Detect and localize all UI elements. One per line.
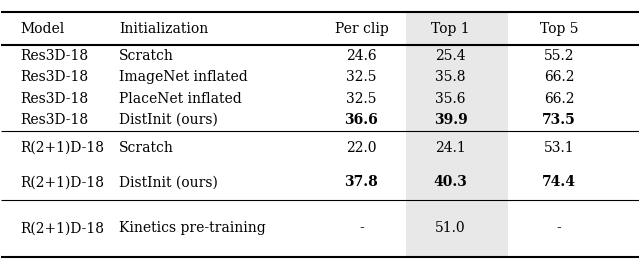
Text: 35.6: 35.6 <box>435 91 466 105</box>
Text: 35.8: 35.8 <box>435 70 466 84</box>
Text: Res3D-18: Res3D-18 <box>20 70 88 84</box>
Text: 36.6: 36.6 <box>344 113 378 127</box>
Text: 66.2: 66.2 <box>544 91 574 105</box>
Text: Initialization: Initialization <box>119 22 209 36</box>
Text: 51.0: 51.0 <box>435 221 466 235</box>
Text: R(2+1)D-18: R(2+1)D-18 <box>20 175 104 189</box>
Text: 55.2: 55.2 <box>544 49 574 63</box>
Text: Top 1: Top 1 <box>431 22 470 36</box>
Text: R(2+1)D-18: R(2+1)D-18 <box>20 221 104 235</box>
Text: 32.5: 32.5 <box>346 70 377 84</box>
Text: Model: Model <box>20 22 65 36</box>
Text: Top 5: Top 5 <box>540 22 578 36</box>
Text: Res3D-18: Res3D-18 <box>20 49 88 63</box>
Text: 66.2: 66.2 <box>544 70 574 84</box>
Text: -: - <box>359 221 364 235</box>
Text: DistInit (ours): DistInit (ours) <box>119 175 218 189</box>
Text: 73.5: 73.5 <box>542 113 576 127</box>
Text: 32.5: 32.5 <box>346 91 377 105</box>
Text: R(2+1)D-18: R(2+1)D-18 <box>20 141 104 155</box>
Text: -: - <box>557 221 561 235</box>
Text: Res3D-18: Res3D-18 <box>20 113 88 127</box>
Text: Scratch: Scratch <box>119 141 174 155</box>
Text: DistInit (ours): DistInit (ours) <box>119 113 218 127</box>
Text: 40.3: 40.3 <box>434 175 468 189</box>
Text: Per clip: Per clip <box>335 22 388 36</box>
Text: Scratch: Scratch <box>119 49 174 63</box>
Text: 24.1: 24.1 <box>435 141 466 155</box>
Text: ImageNet inflated: ImageNet inflated <box>119 70 248 84</box>
Text: Res3D-18: Res3D-18 <box>20 91 88 105</box>
Text: 22.0: 22.0 <box>346 141 377 155</box>
Text: 37.8: 37.8 <box>344 175 378 189</box>
Text: Kinetics pre-training: Kinetics pre-training <box>119 221 266 235</box>
Bar <box>406 12 508 257</box>
Text: 53.1: 53.1 <box>543 141 574 155</box>
Text: 25.4: 25.4 <box>435 49 466 63</box>
Text: PlaceNet inflated: PlaceNet inflated <box>119 91 242 105</box>
Text: 74.4: 74.4 <box>542 175 576 189</box>
Text: 24.6: 24.6 <box>346 49 377 63</box>
Text: 39.9: 39.9 <box>434 113 467 127</box>
